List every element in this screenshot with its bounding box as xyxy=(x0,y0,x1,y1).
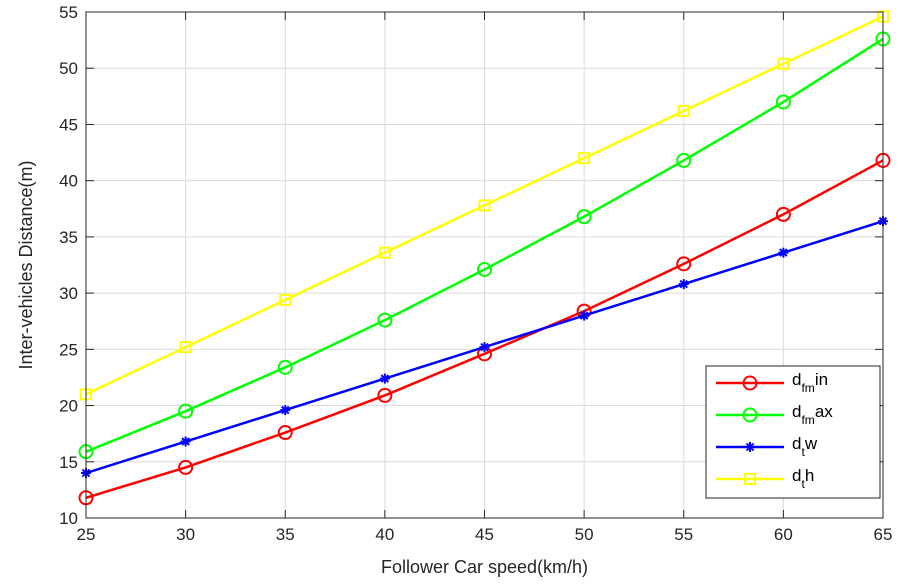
data-point xyxy=(778,247,789,258)
data-point xyxy=(576,209,592,225)
x-tick-label: 35 xyxy=(276,525,295,544)
star-stroke xyxy=(480,342,489,352)
data-point xyxy=(677,104,690,117)
data-point xyxy=(676,152,692,168)
y-tick-label: 30 xyxy=(59,284,78,303)
star-stroke xyxy=(679,279,688,289)
y-tick-label: 50 xyxy=(59,59,78,78)
x-tick-label: 25 xyxy=(77,525,96,544)
legend-marker xyxy=(742,375,758,391)
data-point xyxy=(277,359,293,375)
x-tick-label: 50 xyxy=(575,525,594,544)
series-line xyxy=(85,37,884,453)
y-tick-label: 15 xyxy=(59,453,78,472)
star-stroke xyxy=(380,374,390,383)
x-axis-label: Follower Car speed(km/h) xyxy=(381,557,588,577)
data-point xyxy=(378,246,391,259)
series-line xyxy=(85,159,884,499)
data-point xyxy=(379,373,390,384)
series-layer xyxy=(78,10,891,506)
series-0 xyxy=(78,152,891,506)
legend-item: dtw xyxy=(716,434,818,459)
y-tick-label: 35 xyxy=(59,228,78,247)
data-point xyxy=(179,341,192,354)
legend-label: dth xyxy=(792,466,814,491)
data-point xyxy=(775,206,791,222)
legend-item: dfmin xyxy=(716,370,828,395)
data-point xyxy=(178,459,194,475)
data-point xyxy=(579,310,590,321)
star-stroke xyxy=(745,442,755,452)
x-tick-label: 30 xyxy=(176,525,195,544)
data-point xyxy=(479,342,490,353)
x-tick-label: 60 xyxy=(774,525,793,544)
x-tick-label: 65 xyxy=(874,525,893,544)
legend-marker xyxy=(745,442,755,452)
y-tick-label: 20 xyxy=(59,397,78,416)
star-stroke xyxy=(779,248,788,257)
y-tick-label: 55 xyxy=(59,3,78,22)
legend: dfmin dfmax dtw dth xyxy=(705,365,881,499)
y-axis-label: Inter-vehicles Distance(m) xyxy=(16,160,36,369)
legend-item: dth xyxy=(716,466,814,491)
x-tick-label: 40 xyxy=(375,525,394,544)
data-point xyxy=(477,261,492,277)
legend-box xyxy=(705,365,881,499)
data-point xyxy=(676,256,692,272)
data-point xyxy=(377,312,393,328)
data-point xyxy=(279,293,292,306)
data-point xyxy=(180,436,191,447)
series-1 xyxy=(78,31,891,460)
legend-marker xyxy=(742,407,758,423)
star-stroke xyxy=(579,311,589,320)
x-tick-label: 55 xyxy=(674,525,693,544)
star-stroke xyxy=(281,405,290,415)
y-tick-label: 10 xyxy=(59,509,78,528)
y-tick-label: 45 xyxy=(59,115,78,134)
legend-item: dfmax xyxy=(716,402,833,427)
data-point xyxy=(777,57,790,70)
data-point xyxy=(678,279,689,290)
data-point xyxy=(775,94,791,110)
series-3 xyxy=(80,10,889,401)
data-point xyxy=(178,403,194,419)
star-stroke xyxy=(181,437,190,446)
legend-label: dfmin xyxy=(792,370,828,395)
data-point xyxy=(578,152,591,165)
data-point xyxy=(478,199,491,212)
legend-label: dtw xyxy=(792,434,818,459)
series-line xyxy=(85,15,884,396)
y-tick-label: 40 xyxy=(59,172,78,191)
data-point xyxy=(277,425,293,441)
y-tick-label: 25 xyxy=(59,340,78,359)
x-tick-label: 45 xyxy=(475,525,494,544)
data-point xyxy=(377,387,393,403)
legend-marker xyxy=(744,473,756,485)
data-point xyxy=(280,405,291,416)
legend-label: dfmax xyxy=(792,402,833,427)
